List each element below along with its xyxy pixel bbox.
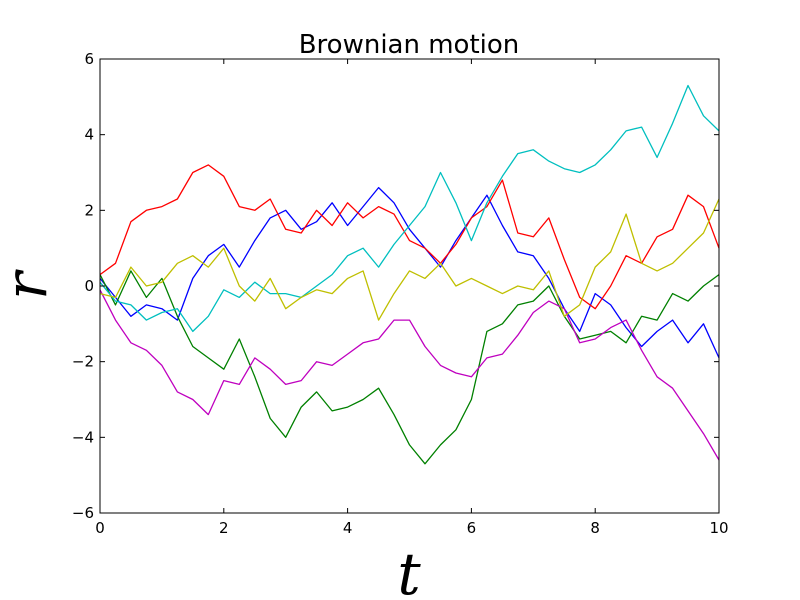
y-tick-label: 4: [84, 126, 94, 144]
y-axis-label: r: [0, 269, 60, 300]
series-layer: [99, 84, 720, 465]
x-tick-label: 10: [709, 519, 728, 537]
x-tick-label: 8: [590, 519, 600, 537]
series-line-1: [99, 186, 720, 359]
chart-title: Brownian motion: [299, 30, 520, 60]
y-tick-label: −2: [72, 353, 94, 371]
x-axis-ticks: 0 2 4 6 8 10: [95, 59, 729, 537]
x-tick-label: 2: [219, 519, 229, 537]
y-tick-label: −4: [72, 428, 94, 446]
series-line-4: [99, 84, 720, 333]
x-axis-label: t: [397, 540, 421, 600]
series-line-2: [99, 270, 720, 465]
y-tick-label: 2: [84, 201, 94, 219]
y-tick-label: 6: [84, 50, 94, 68]
y-tick-label: 0: [84, 277, 94, 295]
x-tick-label: 4: [343, 519, 353, 537]
x-tick-label: 6: [467, 519, 477, 537]
series-line-3: [99, 164, 720, 310]
y-tick-label: −6: [72, 504, 94, 522]
x-tick-label: 0: [95, 519, 105, 537]
series-line-6: [99, 198, 720, 321]
series-line-5: [99, 289, 720, 461]
y-axis-ticks: 6 4 2 0 −2 −4 −6: [72, 50, 719, 522]
